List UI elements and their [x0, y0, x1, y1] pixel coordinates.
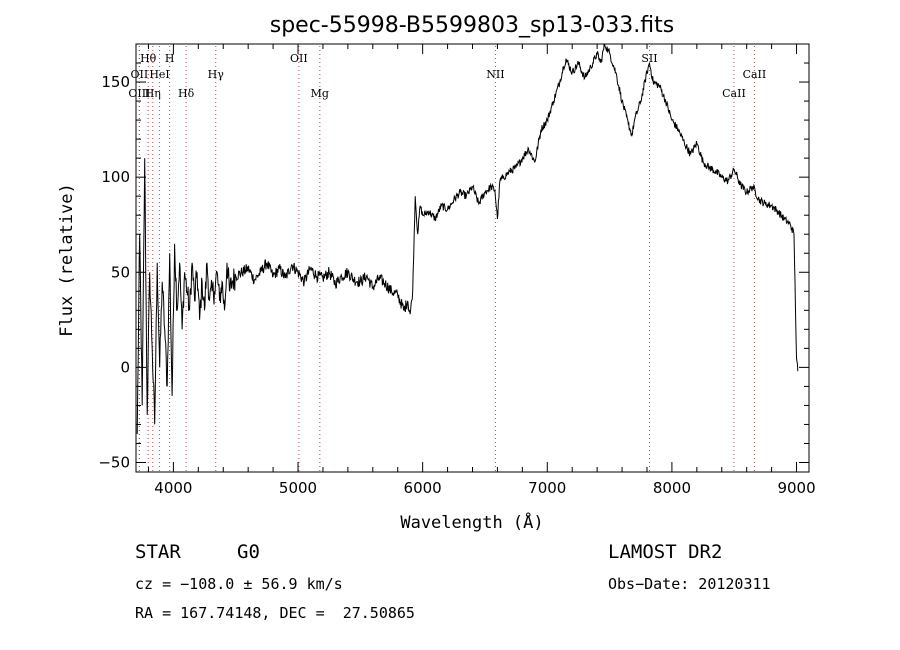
x-tick-label: 4000: [154, 479, 192, 497]
chart-title: spec-55998-B5599803_sp13-033.fits: [270, 13, 675, 38]
series-layer: [136, 43, 799, 435]
line-marker-label: NII: [486, 68, 504, 81]
y-tick-label: 0: [120, 358, 130, 376]
x-axis-label: Wavelength (Å): [400, 511, 543, 533]
object-subclass: G0: [237, 541, 260, 563]
y-tick-label: −50: [98, 453, 130, 471]
line-marker-label: Mg: [311, 87, 329, 100]
line-marker-label: Hγ: [208, 68, 225, 81]
y-tick-label: 50: [111, 263, 130, 281]
plot-frame: [135, 43, 810, 473]
line-marker-label: HeI: [149, 68, 169, 81]
axis-layer: 4000 5000 6000 7000 8000 9000 −50 0 50 100 150: [98, 43, 816, 497]
x-tick-label: 6000: [404, 479, 442, 497]
x-tick-label: 9000: [777, 479, 815, 497]
line-marker-label: CaII: [722, 87, 746, 100]
line-marker-label: Hθ: [140, 52, 157, 65]
y-tick-label: 100: [101, 168, 130, 186]
survey-name: LAMOST DR2: [608, 541, 723, 563]
line-marker-label: Hδ: [178, 87, 195, 100]
line-marker-label: H: [165, 52, 175, 65]
object-class: STAR: [135, 541, 181, 563]
line-marker-label: SII: [641, 52, 657, 65]
line-marker-label: CaII: [743, 68, 767, 81]
x-tick-label: 7000: [528, 479, 566, 497]
y-tick-label: 150: [101, 73, 130, 91]
line-marker-label: Hη: [145, 87, 161, 100]
spectrum-line: [136, 43, 799, 435]
line-marker-label: OII: [290, 52, 308, 65]
coordinates: RA = 167.74148, DEC = 27.50865: [135, 604, 415, 622]
redshift-velocity: cz = −108.0 ± 56.9 km/s: [135, 575, 343, 593]
x-tick-label: 8000: [653, 479, 691, 497]
x-tick-label: 5000: [279, 479, 317, 497]
observation-date: Obs−Date: 20120311: [608, 575, 771, 593]
y-axis-label: Flux (relative): [57, 183, 77, 337]
line-marker-label: OIII: [128, 87, 150, 100]
